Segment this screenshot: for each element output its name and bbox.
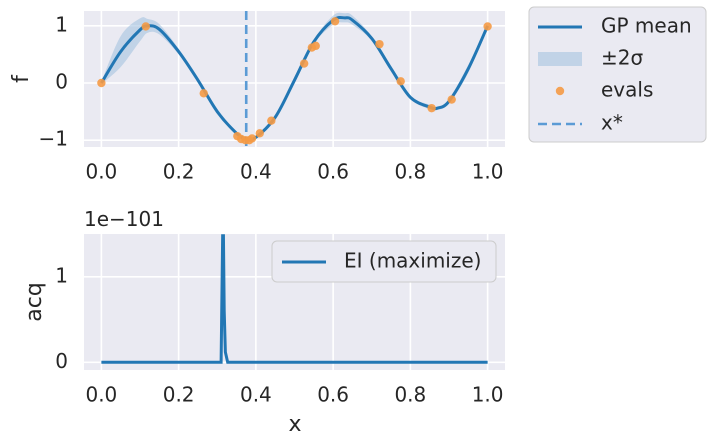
eval-point [141, 22, 150, 31]
top-x-tick-label: 0.8 [394, 160, 426, 184]
bottom-x-tick-label: 1.0 [472, 383, 504, 407]
bottom-y-tick-label: 1 [55, 263, 68, 287]
eval-point [267, 116, 276, 125]
top-legend: GP mean ±2σ evals x* [528, 6, 707, 143]
bottom-legend: EI (maximize) [271, 240, 497, 283]
bottom-panel: 0.0 0.2 0.4 0.6 0.8 1.0 01 1e−101 acq x EI (m… [22, 207, 505, 437]
bottom-y-tick-label: 0 [55, 349, 68, 373]
eval-point [199, 89, 208, 98]
top-legend-box [528, 6, 707, 143]
eval-point [427, 103, 436, 113]
bottom-y-tick-labels: 01 [55, 263, 68, 373]
legend-swatch-evals [555, 86, 565, 96]
top-y-tick-labels: −1 0 1 [39, 12, 68, 150]
top-eval-points [97, 17, 492, 145]
bottom-x-tick-label: 0.2 [163, 383, 195, 407]
legend-label-xstar: x* [601, 111, 623, 135]
eval-point [97, 78, 106, 88]
bottom-x-tick-label: 0.0 [85, 383, 117, 407]
eval-point [375, 39, 384, 49]
top-x-tick-label: 1.0 [472, 160, 504, 184]
bottom-ei-line [101, 234, 488, 364]
eval-point [311, 41, 320, 51]
bottom-x-tick-label: 0.4 [240, 383, 272, 407]
top-x-tick-label: 0.4 [240, 160, 272, 184]
eval-point [396, 77, 405, 86]
top-x-tick-labels: 0.0 0.2 0.4 0.6 0.8 1.0 [85, 160, 503, 184]
top-y-tick-label: −1 [39, 127, 68, 151]
bottom-x-tick-label: 0.6 [317, 383, 349, 407]
eval-point [247, 134, 257, 143]
top-x-tick-label: 0.2 [163, 160, 195, 184]
legend-label-evals: evals [601, 78, 653, 102]
eval-point [330, 17, 340, 26]
top-x-tick-label: 0.0 [85, 160, 117, 184]
legend-label-band: ±2σ [601, 46, 643, 70]
eval-point [483, 22, 492, 31]
top-uncertainty-band [101, 12, 488, 141]
bottom-x-tick-labels: 0.0 0.2 0.4 0.6 0.8 1.0 [85, 383, 503, 407]
top-panel: 0.0 0.2 0.4 0.6 0.8 1.0 −1 0 1 f [9, 11, 505, 184]
top-y-tick-label: 1 [55, 12, 68, 36]
top-x-tick-label: 0.6 [317, 160, 349, 184]
eval-point [255, 129, 264, 138]
bottom-x-axis-label: x [288, 412, 301, 437]
eval-point [299, 59, 309, 68]
eval-point [447, 95, 456, 104]
bottom-y-axis-label: acq [22, 282, 47, 322]
bottom-x-tick-label: 0.8 [394, 383, 426, 407]
bottom-offset-text: 1e−101 [84, 207, 164, 231]
top-y-tick-label: 0 [55, 70, 68, 94]
legend-label-gp-mean: GP mean [601, 14, 692, 38]
top-y-axis-label: f [9, 74, 34, 83]
bottom-legend-box [271, 240, 497, 283]
legend-label-ei: EI (maximize) [344, 249, 481, 273]
legend-swatch-band [538, 52, 582, 66]
